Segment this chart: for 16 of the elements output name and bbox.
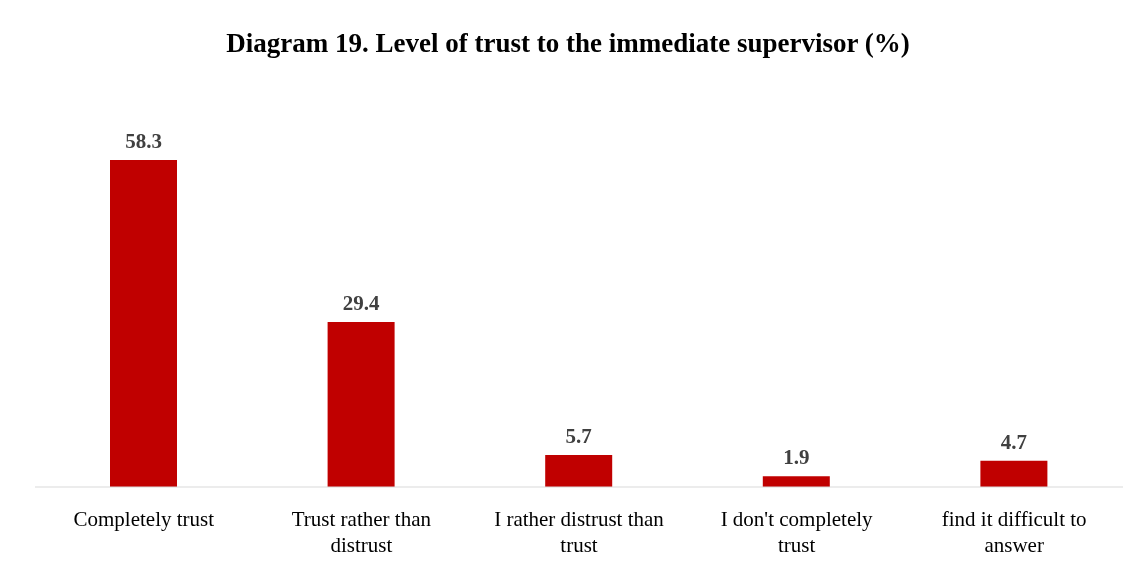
chart-title: Diagram 19. Level of trust to the immediate supervisor (%) — [225, 28, 911, 59]
data-label: 1.9 — [783, 445, 810, 470]
x-tick-label: I rather distrust than trust — [494, 507, 665, 557]
data-label: 29.4 — [342, 291, 380, 316]
bar — [980, 460, 1048, 487]
bar — [762, 476, 830, 487]
x-tick-label: Trust rather than distrust — [291, 507, 432, 557]
data-label: 4.7 — [1000, 429, 1028, 454]
data-label: 58.3 — [125, 129, 162, 153]
x-tick-label: Completely trust — [73, 507, 215, 531]
bar — [545, 455, 613, 487]
bar — [110, 160, 177, 487]
x-tick-label: find it difficult to answer — [941, 507, 1087, 557]
data-label: 5.7 — [565, 424, 592, 449]
bar — [327, 322, 395, 487]
x-tick-label: I don't completely trust — [720, 507, 874, 557]
